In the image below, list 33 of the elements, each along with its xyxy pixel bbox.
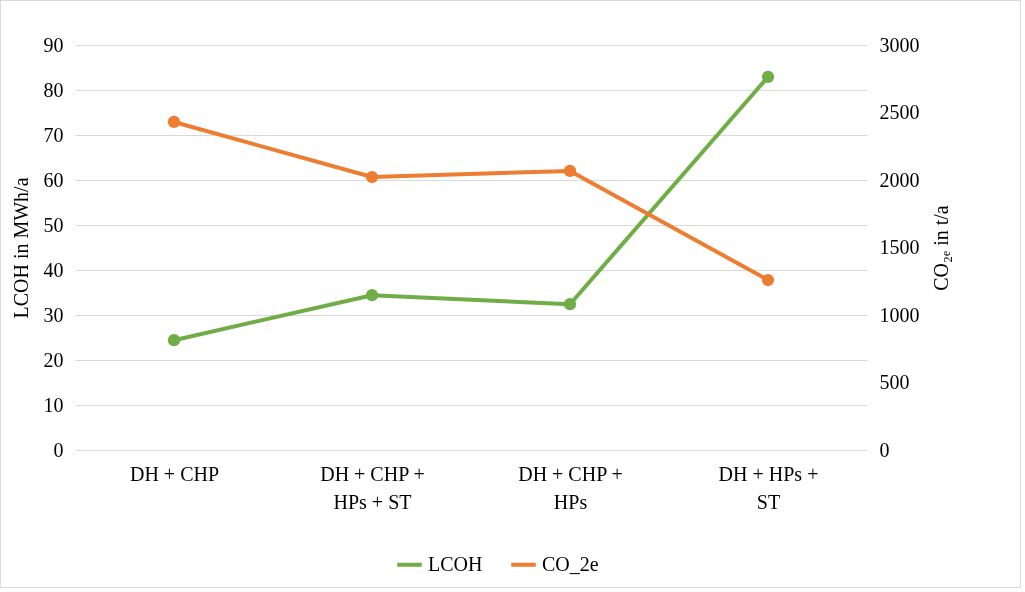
point	[761, 70, 775, 84]
y-tick-label: 70	[43, 123, 64, 146]
y-tick-label: 80	[43, 78, 64, 101]
y-tick-label: 20	[43, 348, 64, 371]
y2-tick-label: 2000	[879, 168, 920, 191]
x-tick-label: DH + HPs + ST	[718, 462, 819, 513]
x-tick-label: DH + CHP	[129, 462, 220, 485]
point	[167, 115, 181, 129]
point	[167, 334, 181, 347]
point	[365, 170, 379, 184]
y-tick-label: 40	[43, 258, 64, 281]
y2-tick-label: 500	[879, 371, 910, 393]
y2-tick-label: 1000	[879, 303, 920, 326]
y-tick-label: 10	[43, 393, 64, 416]
y2-tick-label: 3000	[879, 33, 920, 56]
y2-tick-label: 0	[879, 438, 890, 461]
point	[365, 289, 379, 302]
point	[563, 164, 577, 178]
legend-label: CO_2e	[542, 552, 599, 575]
point	[761, 273, 775, 287]
legend-label: LCOH	[428, 552, 483, 575]
y-tick-label: 90	[43, 33, 64, 56]
y-tick-label: 50	[43, 213, 64, 236]
y-tick-label: 60	[43, 168, 64, 191]
y2-tick-label: 2500	[879, 101, 920, 123]
y2-axis-title: CO₂ₑ in t/a	[929, 205, 952, 291]
y-tick-label: 30	[43, 303, 64, 326]
y2-tick-label: 1500	[879, 236, 920, 258]
x-tick-label: DH + CHP + HPs	[518, 462, 623, 513]
x-tick-label: DH + CHP + HPs + ST	[320, 462, 425, 513]
y-axis-title: LCOH in MWh/a	[9, 177, 32, 319]
point	[563, 298, 577, 311]
y-tick-label: 0	[53, 438, 64, 461]
